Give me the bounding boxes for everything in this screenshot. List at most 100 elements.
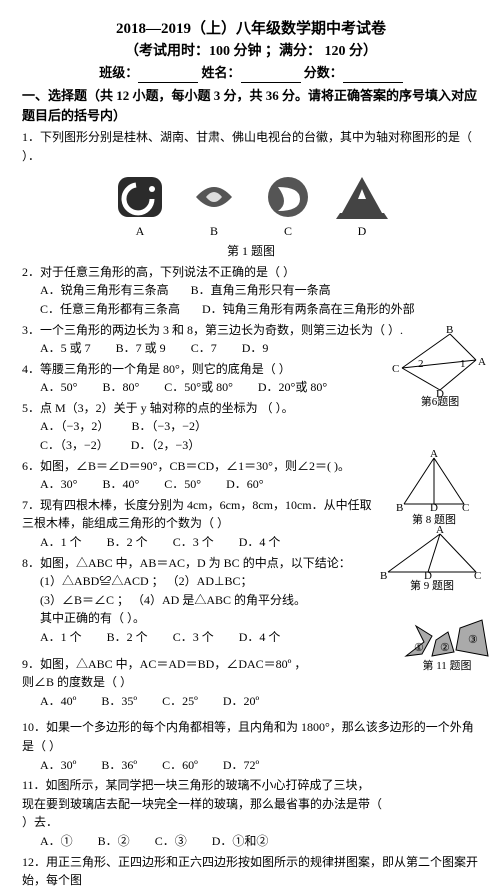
class-line: 班级： 姓名： 分数： <box>22 63 480 83</box>
q1-figcap: 第 1 题图 <box>22 242 480 261</box>
q8-figcap: 第 8 题图 <box>394 512 474 529</box>
q11-two: ② <box>440 640 450 657</box>
q11-d: D．①和② <box>212 832 269 851</box>
q7-d: D．4 个 <box>239 533 281 552</box>
q4-a: A．50° <box>40 378 77 397</box>
q2-a: A．锐角三角形有三条高 <box>40 281 169 300</box>
q8-b: B．2 个 <box>107 628 148 647</box>
q9-d: D．20º <box>223 692 259 711</box>
q8-figure: A B D C 第 8 题图 <box>394 454 474 522</box>
q4-c: C．50°或 80° <box>164 378 233 397</box>
q3-c: C．7 <box>191 339 217 358</box>
logo-a-icon <box>110 172 170 222</box>
q7-b: B．2 个 <box>107 533 148 552</box>
score-label: 分数： <box>304 65 343 80</box>
q11-figcap: 第 11 题图 <box>402 658 492 675</box>
q2-d: D．钝角三角形有两条高在三角形的外部 <box>202 300 415 319</box>
q6-d: D．60° <box>226 475 263 494</box>
q1-stem: 1．下列图形分别是桂林、湖南、甘肃、佛山电视台的台徽，其中为轴对称图形的是（ ）… <box>22 128 480 165</box>
q9-figure: A B D C 第 9 题图 <box>382 530 482 590</box>
q9-A: A <box>436 522 444 539</box>
q6-c: C．50° <box>164 475 201 494</box>
q10: 10．如果一个多边形的每个内角都相等，且内角和为 1800°，那么该多边形的一个… <box>22 718 480 774</box>
logo-d-letter: D <box>358 222 367 241</box>
q12: 12．用正三角形、正四边形和正六四边形按如图所示的规律拼图案，即从第二个图案开始… <box>22 853 480 890</box>
q2-options: A．锐角三角形有三条高 B．直角三角形只有一条高 C．任意三角形都有三条高 D．钝角… <box>22 281 480 318</box>
q11-stem1: 11．如图所示，某同学把一块三角形的玻璃不小心打碎成了三块， <box>22 776 480 795</box>
q3-a: A．5 或 7 <box>40 339 91 358</box>
q11-b: B．② <box>98 832 130 851</box>
q9-options: A．40º B．35º C．25º D．20º <box>22 692 480 711</box>
q6-C: C <box>392 361 399 378</box>
title-main: 2018—2019（上）八年级数学期中考试卷 <box>22 18 480 41</box>
q7-a: A．1 个 <box>40 533 82 552</box>
q11: 11．如图所示，某同学把一块三角形的玻璃不小心打碎成了三块， 现在要到玻璃店去配… <box>22 776 480 850</box>
q6-b: B．40° <box>102 475 139 494</box>
q4-b: B．80° <box>102 378 139 397</box>
q3-b: B．7 或 9 <box>116 339 166 358</box>
logo-d-box: D <box>332 172 392 241</box>
q11-c: C．③ <box>155 832 187 851</box>
name-field <box>241 82 301 83</box>
q7-c: C．3 个 <box>173 533 214 552</box>
q12-stem: 12．用正三角形、正四边形和正六四边形按如图所示的规律拼图案，即从第二个图案开始… <box>22 853 480 890</box>
q5-c: C．（3，−2） <box>40 436 109 455</box>
q10-b: B．36º <box>101 756 137 775</box>
q10-a: A．30º <box>40 756 76 775</box>
q2: 2．对于任意三角形的高，下列说法不正确的是（ ） A．锐角三角形有三条高 B．直角… <box>22 263 480 319</box>
name-label: 姓名： <box>201 65 240 80</box>
q1: 1．下列图形分别是桂林、湖南、甘肃、佛山电视台的台徽，其中为轴对称图形的是（ ）… <box>22 128 480 260</box>
q6-a: A．30° <box>40 475 77 494</box>
q9-svg <box>382 530 482 576</box>
q3-d: D．9 <box>242 339 269 358</box>
q6-1: 1 <box>460 356 466 373</box>
q8-a: A．1 个 <box>40 628 82 647</box>
logo-d-icon <box>332 172 392 222</box>
q2-c: C．任意三角形都有三条高 <box>40 300 180 319</box>
section1-heading: 一、选择题（共 12 小题，每小题 3 分，共 36 分。请将正确答案的序号填入… <box>22 86 480 126</box>
q11-three: ③ <box>468 632 478 649</box>
q5-a: A．（−3，2） <box>40 417 109 436</box>
q2-b: B．直角三角形只有一条高 <box>191 281 331 300</box>
q11-one: ① <box>414 640 424 657</box>
q8-A: A <box>430 446 438 463</box>
q1-logos: A B C D <box>22 172 480 241</box>
class-label: 班级： <box>99 65 138 80</box>
logo-b-icon <box>184 172 244 222</box>
logo-c-box: C <box>258 172 318 241</box>
q2-stem: 2．对于任意三角形的高，下列说法不正确的是（ ） <box>22 263 480 282</box>
logo-b-letter: B <box>210 222 218 241</box>
q11-a: A．① <box>40 832 73 851</box>
q6-B: B <box>446 322 453 339</box>
q8-c: C．3 个 <box>173 628 214 647</box>
q11-options: A．① B．② C．③ D．①和② <box>22 832 480 851</box>
score-field <box>343 82 403 83</box>
logo-c-letter: C <box>284 222 292 241</box>
q9-c: C．25º <box>162 692 198 711</box>
q6-A: A <box>478 354 486 371</box>
q11-figure: ① ② ③ 第 11 题图 <box>402 612 492 672</box>
q5-options: A．（−3，2） B．（−3，−2） C．（3，−2） D．（2，−3） <box>22 417 480 454</box>
q9-stem2: 则∠B 的度数是（ ） <box>22 673 480 692</box>
q9-figcap: 第 9 题图 <box>382 578 482 595</box>
logo-a-letter: A <box>136 222 145 241</box>
title-sub: （考试用时：100 分钟 ；满分： 120 分） <box>22 41 480 63</box>
q6-2: 2 <box>418 356 424 373</box>
logo-a-box: A <box>110 172 170 241</box>
q10-d: D．72º <box>223 756 259 775</box>
q6-figure: A B C D 2 1 第6题图 <box>394 328 486 406</box>
q10-options: A．30º B．36º C．60º D．72º <box>22 756 480 775</box>
class-field <box>138 82 198 83</box>
q10-c: C．60º <box>162 756 198 775</box>
q6-figcap: 第6题图 <box>394 394 486 411</box>
q9-b: B．35º <box>101 692 137 711</box>
q5-b: B．（−3，−2） <box>131 417 207 436</box>
logo-c-icon <box>258 172 318 222</box>
q5-d: D．（2，−3） <box>131 436 200 455</box>
logo-b-box: B <box>184 172 244 241</box>
q11-stem2: 现在要到玻璃店去配一块完全一样的玻璃，那么最省事的办法是带（ ）去． <box>22 795 480 832</box>
q10-stem: 10．如果一个多边形的每个内角都相等，且内角和为 1800°，那么该多边形的一个… <box>22 718 480 755</box>
q8-d: D．4 个 <box>239 628 281 647</box>
q9-a: A．40º <box>40 692 76 711</box>
q4-d: D．20°或 80° <box>258 378 327 397</box>
